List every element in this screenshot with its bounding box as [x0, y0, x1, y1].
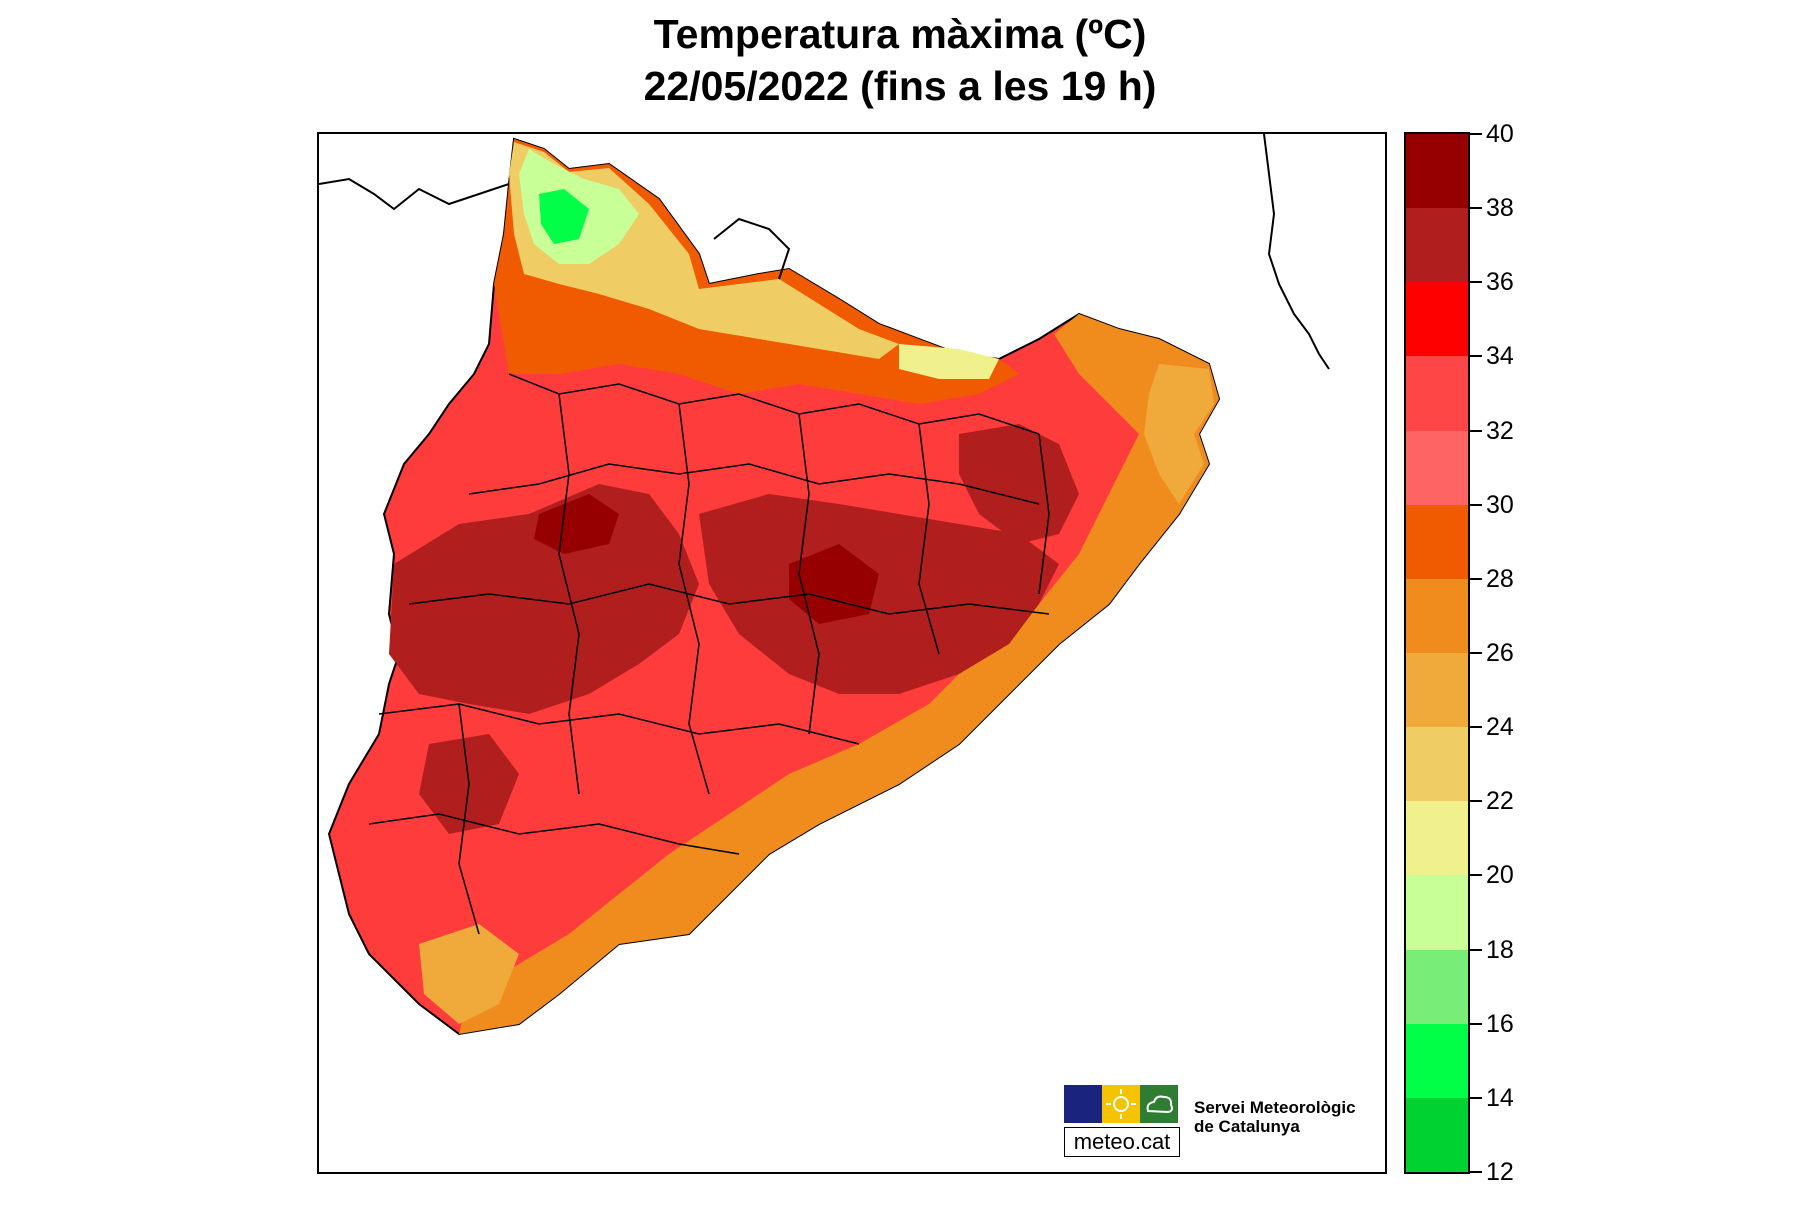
legend-tick-label: 28 [1486, 564, 1514, 593]
legend-tick-label: 30 [1486, 490, 1514, 519]
map-frame [317, 132, 1387, 1174]
comarca-borders [368, 373, 1050, 935]
legend-tick [1470, 948, 1482, 951]
hottest-core [789, 544, 879, 624]
delta-zone [419, 924, 519, 1024]
map-title: Temperatura màxima (ºC) [653, 11, 1147, 57]
legend-tick [1470, 1171, 1482, 1173]
legend-color-swatch [1406, 356, 1468, 432]
legend-color-swatch [1406, 208, 1468, 283]
legend-color-swatch [1406, 875, 1468, 951]
pyrenees-coldest [539, 189, 589, 244]
andorra-border [713, 217, 791, 280]
legend-color-swatch [1406, 134, 1468, 209]
legend-color-swatch [1406, 578, 1468, 654]
hottest-core-2 [534, 494, 619, 554]
legend-tick [1470, 652, 1482, 654]
legend-color-swatch [1406, 1023, 1468, 1099]
legend-tick [1470, 874, 1482, 877]
meteocat-logo: meteo.cat [1064, 1085, 1180, 1157]
legend-tick [1470, 207, 1482, 210]
sun-icon [1102, 1085, 1140, 1123]
logo-text: meteo.cat [1064, 1127, 1180, 1157]
temperature-map [319, 134, 1330, 1036]
legend-tick [1470, 281, 1482, 284]
legend-tick [1470, 355, 1482, 358]
france-border [319, 177, 510, 211]
map-subtitle: 22/05/2022 (fins a les 19 h) [643, 63, 1157, 109]
legend-tick-label: 12 [1486, 1158, 1514, 1186]
legend-tick-label: 22 [1486, 787, 1514, 816]
legend-tick [1470, 1022, 1482, 1025]
org-line-2: de Catalunya [1194, 1117, 1300, 1136]
inland-hot-zone-central [699, 494, 1059, 694]
inland-hot-zone-west [389, 484, 699, 714]
legend-tick [1470, 1096, 1482, 1099]
logo-blue-square [1064, 1085, 1102, 1123]
eastern-pyrenees-cool [899, 344, 999, 379]
legend-tick-label: 38 [1486, 194, 1514, 223]
legend-tick-label: 26 [1486, 639, 1514, 667]
legend-tick [1470, 503, 1482, 506]
legend-tick [1470, 726, 1482, 729]
legend-tick-label: 16 [1486, 1009, 1514, 1038]
org-line-1: Servei Meteorològic [1194, 1098, 1356, 1117]
cloud-icon [1140, 1085, 1178, 1123]
coastal-warm-zone [459, 314, 1219, 1034]
legend-color-swatch [1406, 727, 1468, 802]
legend-tick [1470, 133, 1482, 135]
legend-color-swatch [1406, 1097, 1468, 1173]
legend-color-swatch [1406, 430, 1468, 506]
legend-tick [1470, 577, 1482, 580]
legend-color-swatch [1406, 949, 1468, 1025]
legend-tick-label: 32 [1486, 416, 1514, 445]
legend-tick [1470, 800, 1482, 803]
legend-tick-label: 14 [1486, 1083, 1514, 1112]
organization-name: Servei Meteorològic de Catalunya [1194, 1098, 1356, 1136]
legend-color-swatch [1406, 282, 1468, 357]
legend-tick-label: 20 [1486, 861, 1514, 890]
color-legend [1404, 132, 1470, 1174]
legend-tick-label: 40 [1486, 120, 1514, 148]
legend-tick [1470, 429, 1482, 432]
legend-tick-label: 18 [1486, 935, 1514, 964]
legend-tick-label: 24 [1486, 713, 1514, 742]
legend-color-swatch [1406, 504, 1468, 580]
legend-color-swatch [1406, 653, 1468, 728]
legend-color-swatch [1406, 801, 1468, 876]
legend-tick-label: 34 [1486, 342, 1514, 371]
coastal-cool-zone [1144, 364, 1214, 504]
east-coast-france [1263, 134, 1330, 370]
legend-tick-label: 36 [1486, 268, 1514, 297]
